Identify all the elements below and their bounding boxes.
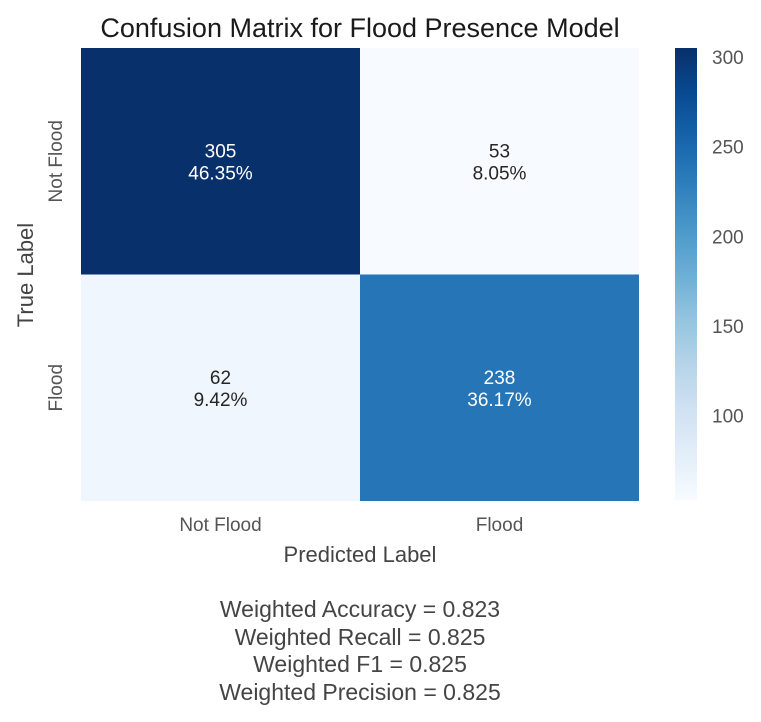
x-axis-tick-labels: Not Flood Flood [179, 515, 523, 536]
colorbar-tick-label: 250 [712, 138, 744, 159]
cell-percent-label: 8.05% [473, 163, 527, 184]
x-tick-label: Not Flood [179, 515, 261, 536]
colorbar-tick-label: 300 [712, 48, 744, 69]
weighted-recall: Weighted Recall = 0.825 [234, 623, 486, 650]
colorbar-tick-label: 200 [712, 227, 744, 248]
cell-count-label: 62 [210, 368, 231, 389]
weighted-metrics: Weighted Accuracy = 0.823 Weighted Recal… [0, 596, 720, 706]
y-tick-label: Flood [46, 364, 67, 412]
y-axis-label: True Label [13, 223, 38, 327]
weighted-accuracy: Weighted Accuracy = 0.823 [219, 596, 501, 622]
x-tick-label: Flood [476, 515, 524, 536]
colorbar [675, 48, 697, 500]
x-axis-label: Predicted Label [284, 542, 437, 567]
cell-count-label: 53 [489, 141, 510, 162]
heatmap-cell [360, 274, 639, 501]
cell-percent-label: 46.35% [188, 163, 253, 184]
weighted-f1: Weighted F1 = 0.825 [253, 651, 467, 678]
colorbar-tick-labels: 100 150 200 250 300 [712, 48, 744, 428]
confusion-matrix-chart: Confusion Matrix for Flood Presence Mode… [13, 13, 744, 567]
heatmap-cell [81, 274, 360, 501]
cell-count-label: 305 [205, 141, 237, 162]
heatmap-cell [81, 48, 360, 275]
cell-percent-label: 9.42% [194, 390, 248, 411]
heatmap-cell [360, 48, 639, 275]
colorbar-tick-label: 150 [712, 317, 744, 338]
y-axis-tick-labels: Not Flood Flood [46, 120, 67, 411]
y-tick-label: Not Flood [46, 120, 67, 202]
chart-title: Confusion Matrix for Flood Presence Mode… [100, 13, 619, 43]
weighted-precision: Weighted Precision = 0.825 [219, 678, 501, 705]
cell-percent-label: 36.17% [467, 390, 532, 411]
cell-count-label: 238 [484, 368, 516, 389]
colorbar-tick-label: 100 [712, 407, 744, 428]
